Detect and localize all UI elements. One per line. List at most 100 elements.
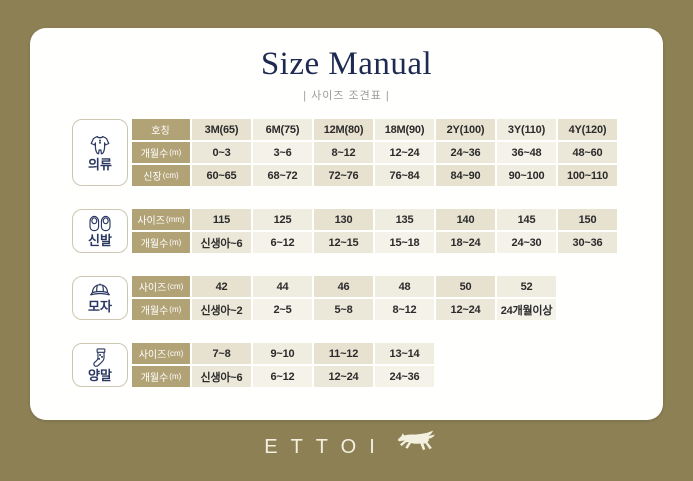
size-cell: 24개월이상 <box>497 299 556 320</box>
brand-logo: ETTOI <box>0 430 693 462</box>
size-cell: 24~36 <box>436 142 495 163</box>
section-hat: 모자 사이즈 (cm) 42 44 46 48 50 52 개월수 (m) 신생아~2 2~5 5~8 8~… <box>72 276 663 320</box>
size-cell: 52 <box>497 276 556 297</box>
size-cell: 9~10 <box>253 343 312 364</box>
row-header-cell: 개월수 (m) <box>132 299 190 320</box>
size-cell: 0~3 <box>192 142 251 163</box>
row-header-unit: (m) <box>169 372 182 381</box>
row-header-cell: 사이즈 (mm) <box>132 209 190 230</box>
row-header-unit: (cm) <box>167 349 184 358</box>
size-cell: 신생아~2 <box>192 299 251 320</box>
size-cell: 42 <box>192 276 251 297</box>
section-shoes: 신발 사이즈 (mm) 115 125 130 135 140 145 150 개월수 (m) 신생아~… <box>72 209 663 253</box>
size-cell: 115 <box>192 209 251 230</box>
section-socks: 양말 사이즈 (cm) 7~8 9~10 11~12 13~14 개월수 (m) 신생아~6 6~1… <box>72 343 663 387</box>
row-header-unit: (cm) <box>167 282 184 291</box>
row-header-label: 개월수 <box>140 306 169 317</box>
size-table-socks: 사이즈 (cm) 7~8 9~10 11~12 13~14 개월수 (m) 신생아~6 6~12 1… <box>132 343 434 387</box>
size-cell: 12~24 <box>436 299 495 320</box>
size-cell: 90~100 <box>497 165 556 186</box>
size-cell: 15~18 <box>375 232 434 253</box>
size-cell: 24~30 <box>497 232 556 253</box>
socks-icon <box>90 347 111 368</box>
size-cell: 18~24 <box>436 232 495 253</box>
size-cell: 60~65 <box>192 165 251 186</box>
row-header-label: 사이즈 <box>137 216 165 227</box>
cap-icon <box>88 282 112 299</box>
size-table-clothing: 호칭 3M(65) 6M(75) 12M(80) 18M(90) 2Y(100) 3Y(11… <box>132 119 617 186</box>
size-cell: 145 <box>497 209 556 230</box>
page-subtitle: | 사이즈 조견표 | <box>303 90 390 102</box>
size-cell: 140 <box>436 209 495 230</box>
size-cell: 2Y(100) <box>436 119 495 140</box>
row-header-cell: 사이즈 (cm) <box>132 276 190 297</box>
category-label: 양말 <box>88 368 112 383</box>
row-header-label: 개월수 <box>140 239 169 250</box>
category-box-shoes: 신발 <box>72 209 128 253</box>
size-cell: 36~48 <box>497 142 556 163</box>
row-header-label: 신장 <box>143 172 162 183</box>
size-cell: 6~12 <box>253 366 312 387</box>
size-cell: 48~60 <box>558 142 617 163</box>
row-header-cell: 사이즈 (cm) <box>132 343 190 364</box>
size-cell: 72~76 <box>314 165 373 186</box>
size-cell: 7~8 <box>192 343 251 364</box>
row-header-cell: 호칭 <box>132 119 190 140</box>
size-cell: 76~84 <box>375 165 434 186</box>
row-header-label: 개월수 <box>140 373 169 384</box>
size-cell: 12M(80) <box>314 119 373 140</box>
size-cell: 8~12 <box>314 142 373 163</box>
size-cell: 3M(65) <box>192 119 251 140</box>
category-box-clothing: 의류 <box>72 119 128 186</box>
size-table-hat: 사이즈 (cm) 42 44 46 48 50 52 개월수 (m) 신생아~2 2~5 5~8 8~12… <box>132 276 556 320</box>
page-title: Size Manual <box>260 46 433 82</box>
size-cell: 신생아~6 <box>192 366 251 387</box>
brand-name: ETTOI <box>264 436 388 458</box>
row-header-cell: 신장 (cm) <box>132 165 190 186</box>
size-cell: 4Y(120) <box>558 119 617 140</box>
size-cell: 46 <box>314 276 373 297</box>
row-header-unit: (mm) <box>165 215 185 224</box>
row-header-label: 개월수 <box>140 149 169 160</box>
row-header-cell: 개월수 (m) <box>132 232 190 253</box>
size-table-shoes: 사이즈 (mm) 115 125 130 135 140 145 150 개월수 (m) 신생아~6 6… <box>132 209 617 253</box>
row-header-unit: (m) <box>169 305 182 314</box>
category-label: 의류 <box>88 156 112 172</box>
category-box-hat: 모자 <box>72 276 128 320</box>
size-cell: 13~14 <box>375 343 434 364</box>
size-cell: 5~8 <box>314 299 373 320</box>
row-header-unit: (cm) <box>162 171 179 180</box>
horse-icon <box>397 430 435 450</box>
size-cell: 125 <box>253 209 312 230</box>
size-cell: 6~12 <box>253 232 312 253</box>
size-manual-card: Size Manual | 사이즈 조견표 | 의류 호칭 3M(65) 6M(75)… <box>30 28 663 420</box>
romper-icon <box>88 134 112 157</box>
size-cell: 12~15 <box>314 232 373 253</box>
row-header-cell: 개월수 (m) <box>132 366 190 387</box>
section-clothing: 의류 호칭 3M(65) 6M(75) 12M(80) 18M(90) 2Y(100) 3Y(… <box>72 119 663 186</box>
size-cell: 100~110 <box>558 165 617 186</box>
row-header-label: 호칭 <box>151 126 170 137</box>
size-cell: 2~5 <box>253 299 312 320</box>
size-cell: 8~12 <box>375 299 434 320</box>
size-tables-container: 의류 호칭 3M(65) 6M(75) 12M(80) 18M(90) 2Y(100) 3Y(… <box>30 103 663 387</box>
row-header-label: 사이즈 <box>138 350 167 361</box>
shoes-icon <box>87 214 113 233</box>
size-cell: 84~90 <box>436 165 495 186</box>
size-cell: 신생아~6 <box>192 232 251 253</box>
size-cell: 30~36 <box>558 232 617 253</box>
size-cell: 150 <box>558 209 617 230</box>
size-cell: 6M(75) <box>253 119 312 140</box>
row-header-label: 사이즈 <box>138 283 167 294</box>
category-label: 모자 <box>88 299 112 314</box>
size-cell: 12~24 <box>314 366 373 387</box>
size-cell: 24~36 <box>375 366 434 387</box>
size-cell: 48 <box>375 276 434 297</box>
size-cell: 3~6 <box>253 142 312 163</box>
row-header-cell: 개월수 (m) <box>132 142 190 163</box>
size-cell: 18M(90) <box>375 119 434 140</box>
size-cell: 3Y(110) <box>497 119 556 140</box>
size-cell: 68~72 <box>253 165 312 186</box>
row-header-unit: (m) <box>169 238 182 247</box>
row-header-unit: (m) <box>169 148 182 157</box>
